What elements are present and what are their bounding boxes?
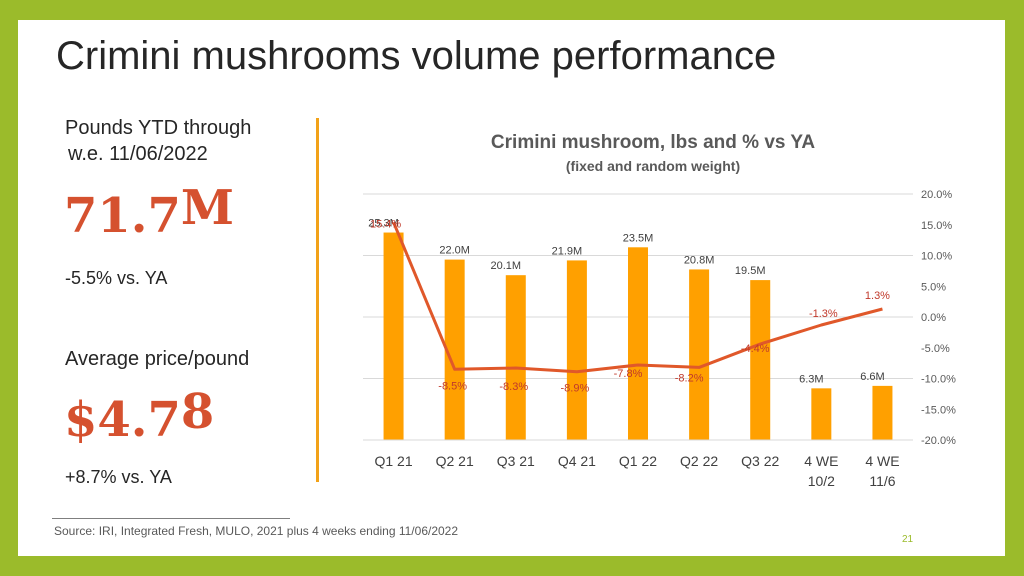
bar-data-label: 20.1M xyxy=(490,260,521,272)
x-tick-label: 4 WE xyxy=(804,453,838,469)
volume-change: -5.5% vs. YA xyxy=(65,268,168,288)
x-tick-label: Q1 21 xyxy=(374,453,412,469)
x-tick-label: Q1 22 xyxy=(619,453,657,469)
price-label: Average price/pound xyxy=(65,348,250,370)
volume-number: 71.7 xyxy=(64,188,181,244)
yoy-line xyxy=(392,221,883,374)
bar-data-label: 6.3M xyxy=(799,373,823,385)
bar-data-label: 19.5M xyxy=(735,265,766,277)
y2-tick-label: 20.0% xyxy=(921,189,952,201)
bar xyxy=(872,385,893,440)
bar xyxy=(444,259,465,440)
bar-data-label: 22.0M xyxy=(439,245,470,257)
y2-tick-label: 15.0% xyxy=(921,220,952,232)
volume-label-line1: Pounds YTD through xyxy=(65,117,252,139)
page-number: 21 xyxy=(902,534,914,545)
bar xyxy=(811,388,832,440)
line-data-label: -7.8% xyxy=(614,368,643,380)
line-data-label: -8.9% xyxy=(561,383,590,395)
y2-tick-label: -15.0% xyxy=(921,404,956,416)
line-data-label: -8.2% xyxy=(675,372,704,384)
chart-subtitle: (fixed and random weight) xyxy=(565,158,741,174)
price-last-digit: 8 xyxy=(180,384,215,440)
bar xyxy=(505,275,526,440)
x-tick-label: Q2 21 xyxy=(436,453,474,469)
bar xyxy=(383,232,404,440)
combo-chart: 20.0% 15.0% 10.0% 5.0% 0.0% -5.0% -10.0% -15.0%… xyxy=(363,189,956,489)
line-data-label: -4.4% xyxy=(741,343,770,355)
bar xyxy=(689,269,710,440)
bar xyxy=(566,260,587,440)
bar-data-label: 20.8M xyxy=(684,254,715,266)
y2-tick-label: 5.0% xyxy=(921,281,946,293)
x-tick-label: 11/6 xyxy=(869,473,895,489)
line-data-label: -1.3% xyxy=(809,308,838,320)
y2-tick-label: 10.0% xyxy=(921,251,952,263)
x-tick-label: Q2 22 xyxy=(680,453,718,469)
source-note: Source: IRI, Integrated Fresh, MULO, 202… xyxy=(54,524,459,538)
y2-tick-label: -20.0% xyxy=(921,435,956,447)
volume-unit: M xyxy=(180,180,235,236)
bar-data-label: 21.9M xyxy=(552,245,583,257)
line-data-label: -8.3% xyxy=(499,381,528,393)
chart-title: Crimini mushroom, lbs and % vs YA xyxy=(490,132,816,153)
volume-label-line2: w.e. 11/06/2022 xyxy=(68,143,208,165)
slide: Crimini mushrooms volume performance Pou… xyxy=(18,20,1005,556)
bar-data-label: 23.5M xyxy=(623,232,654,244)
volume-value: 71.7M xyxy=(64,180,234,244)
bar-data-label: 25.3M xyxy=(368,218,399,230)
x-tick-label: Q3 21 xyxy=(497,453,535,469)
price-change: +8.7% vs. YA xyxy=(65,467,172,487)
bar-data-label: 6.6M xyxy=(860,371,884,383)
line-data-label: 15.4% xyxy=(370,218,401,230)
x-tick-label: 4 WE xyxy=(865,453,899,469)
footer-divider xyxy=(52,518,290,519)
price-value: $4.78 xyxy=(64,384,214,448)
bar xyxy=(628,247,648,440)
x-tick-label: Q3 22 xyxy=(741,453,779,469)
x-tick-label: 10/2 xyxy=(808,473,835,489)
y2-tick-label: -5.0% xyxy=(921,343,950,355)
line-data-label: 1.3% xyxy=(865,290,890,302)
y2-tick-label: -10.0% xyxy=(921,374,956,386)
price-main: $4.7 xyxy=(64,392,181,448)
bar xyxy=(750,280,771,440)
line-data-label: -8.5% xyxy=(438,380,467,392)
slide-title: Crimini mushrooms volume performance xyxy=(56,34,777,78)
divider xyxy=(316,118,319,482)
x-tick-label: Q4 21 xyxy=(558,453,596,469)
y2-tick-label: 0.0% xyxy=(921,312,946,324)
